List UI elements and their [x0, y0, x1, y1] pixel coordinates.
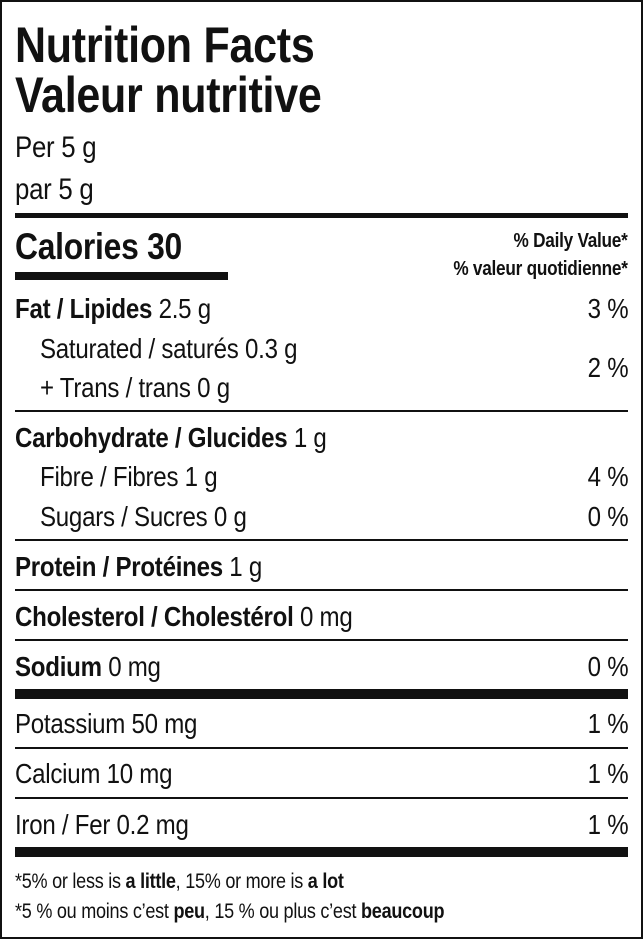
iron-label: Iron / Fer [15, 809, 111, 840]
dv-header-fr: % valeur quotidienne* [453, 258, 629, 280]
saturated-row: Saturated / saturés 0.3 g [40, 333, 298, 364]
footnote-fr: *5 % ou moins c’est peu, 15 % ou plus c’… [15, 900, 445, 923]
potassium-amount: 50 mg [131, 708, 198, 739]
fat-label: Fat / Lipides [15, 293, 153, 324]
saturated-amount: 0.3 g [245, 333, 298, 364]
divider [15, 539, 628, 541]
title-fr: Valeur nutritive [15, 67, 322, 123]
potassium-row: Potassium 50 mg [15, 710, 197, 738]
fat-row: Fat / Lipides 2.5 g [15, 295, 211, 323]
calcium-label: Calcium [15, 758, 101, 789]
sugars-label: Sugars / Sucres [40, 501, 208, 532]
footnote-emphasis: a little [125, 870, 176, 893]
title-en: Nutrition Facts [15, 17, 315, 73]
trans-row: + Trans / trans 0 g [40, 374, 230, 402]
protein-row: Protein / Protéines 1 g [15, 553, 262, 581]
cholesterol-row: Cholesterol / Cholestérol 0 mg [15, 603, 353, 631]
calories-row: Calories 30 [15, 228, 182, 265]
sugars-dv: 0 % [587, 501, 628, 532]
footnote-emphasis: a lot [307, 870, 344, 893]
fibre-label: Fibre / Fibres [40, 461, 179, 492]
divider [15, 747, 628, 749]
sugars-row: Sugars / Sucres 0 g [40, 503, 247, 531]
iron-dv: 1 % [587, 809, 628, 840]
potassium-label: Potassium [15, 708, 126, 739]
iron-amount: 0.2 mg [116, 809, 189, 840]
iron-row: Iron / Fer 0.2 mg [15, 811, 189, 839]
fat-dv: 3 % [587, 293, 628, 324]
dv-header-en: % Daily Value* [514, 230, 628, 252]
carbohydrate-label: Carbohydrate / Glucides [15, 422, 288, 453]
fibre-amount: 1 g [184, 461, 218, 492]
sodium-label: Sodium [15, 651, 102, 682]
calories-label: Calories [15, 226, 139, 267]
fibre-dv: 4 % [587, 461, 628, 492]
serving-size-fr: par 5 g [15, 173, 94, 206]
carbohydrate-row: Carbohydrate / Glucides 1 g [15, 424, 327, 452]
serving-size-en: Per 5 g [15, 131, 97, 164]
divider [15, 797, 628, 799]
calcium-amount: 10 mg [106, 758, 173, 789]
sugars-amount: 0 g [213, 501, 247, 532]
cholesterol-amount: 0 mg [299, 601, 353, 632]
sodium-dv: 0 % [587, 651, 628, 682]
footnote-en: *5% or less is a little, 15% or more is … [15, 871, 344, 892]
fibre-row: Fibre / Fibres 1 g [40, 461, 218, 492]
footnote-text: *5% or less is [15, 870, 126, 893]
carbohydrate-amount: 1 g [293, 422, 327, 453]
calories-value: 30 [147, 226, 182, 267]
sat-trans-dv: 2 % [587, 352, 628, 383]
footnote-text: *5 % ou moins c’est [15, 900, 174, 923]
protein-label: Protein / Protéines [15, 551, 223, 582]
footnote-emphasis: peu [173, 900, 205, 923]
calcium-dv: 1 % [587, 758, 628, 789]
sodium-amount: 0 mg [108, 651, 161, 682]
saturated-label: Saturated / saturés [40, 333, 239, 364]
trans-amount: 0 g [197, 372, 230, 403]
divider [15, 410, 628, 412]
cholesterol-label: Cholesterol / Cholestérol [15, 601, 294, 632]
sodium-row: Sodium 0 mg [15, 653, 161, 681]
divider [15, 639, 628, 641]
protein-amount: 1 g [229, 551, 263, 582]
fat-amount: 2.5 g [158, 293, 212, 324]
calcium-row: Calcium 10 mg [15, 758, 173, 789]
divider-thick [15, 689, 628, 699]
divider [15, 589, 628, 591]
divider-thick [15, 213, 628, 218]
divider-thick [15, 847, 628, 857]
footnote-text: , 15% or more is [175, 870, 308, 893]
calories-underline [15, 272, 228, 280]
footnote-emphasis: beaucoup [361, 900, 445, 923]
trans-label: + Trans / trans [40, 372, 191, 403]
footnote-text: , 15 % ou plus c’est [204, 900, 362, 923]
potassium-dv: 1 % [587, 708, 628, 739]
